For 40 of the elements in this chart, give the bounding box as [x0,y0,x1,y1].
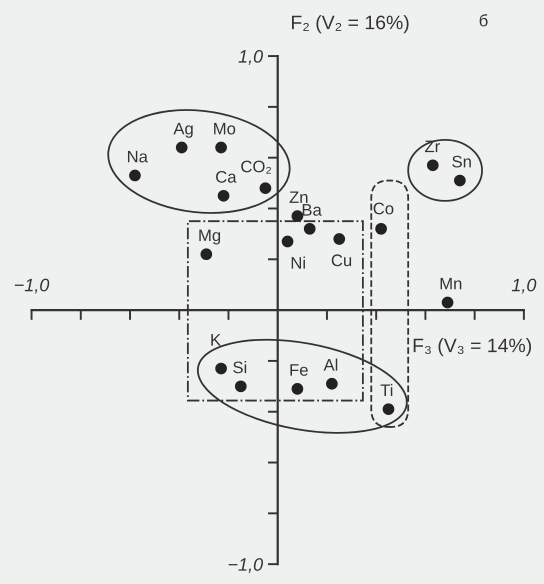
x-axis-title: F₃ (V₃ = 14%) [414,338,532,356]
y-axis-title: F₂ (V₂ = 16%) [292,15,409,34]
point [218,190,230,202]
annotation: Sn [452,156,471,168]
annotation: Na [128,150,148,162]
point [260,182,272,194]
point [292,210,304,222]
annotation: Ca [216,170,237,183]
point [426,159,439,172]
point [375,222,387,235]
annotation: Mn [440,278,462,290]
annotation: Cu [332,254,352,266]
point [234,380,247,392]
annotation: Si [233,361,246,374]
point [282,236,294,248]
annotation: Mg [199,230,220,244]
point [304,222,316,235]
annotation: Fe [290,364,308,376]
text: б [480,14,488,26]
annotation: Mo [214,122,236,134]
annotation: Co [374,202,394,214]
annotation: Ti [380,384,392,396]
point [333,233,346,245]
annotation: Ag [173,122,193,138]
point [326,378,338,390]
point [442,296,454,308]
point [129,170,141,182]
point [292,383,304,395]
point [176,142,188,154]
point [215,362,227,374]
point [382,403,394,416]
annotation: Zn [290,191,308,203]
point [200,248,212,260]
annotation: Ni [292,256,305,269]
annotation: K [211,334,221,346]
point [215,142,227,154]
annotation: Al [324,358,338,371]
point [454,174,466,186]
annotation: Ba [302,204,322,216]
annotation: CO₂ [241,160,272,174]
